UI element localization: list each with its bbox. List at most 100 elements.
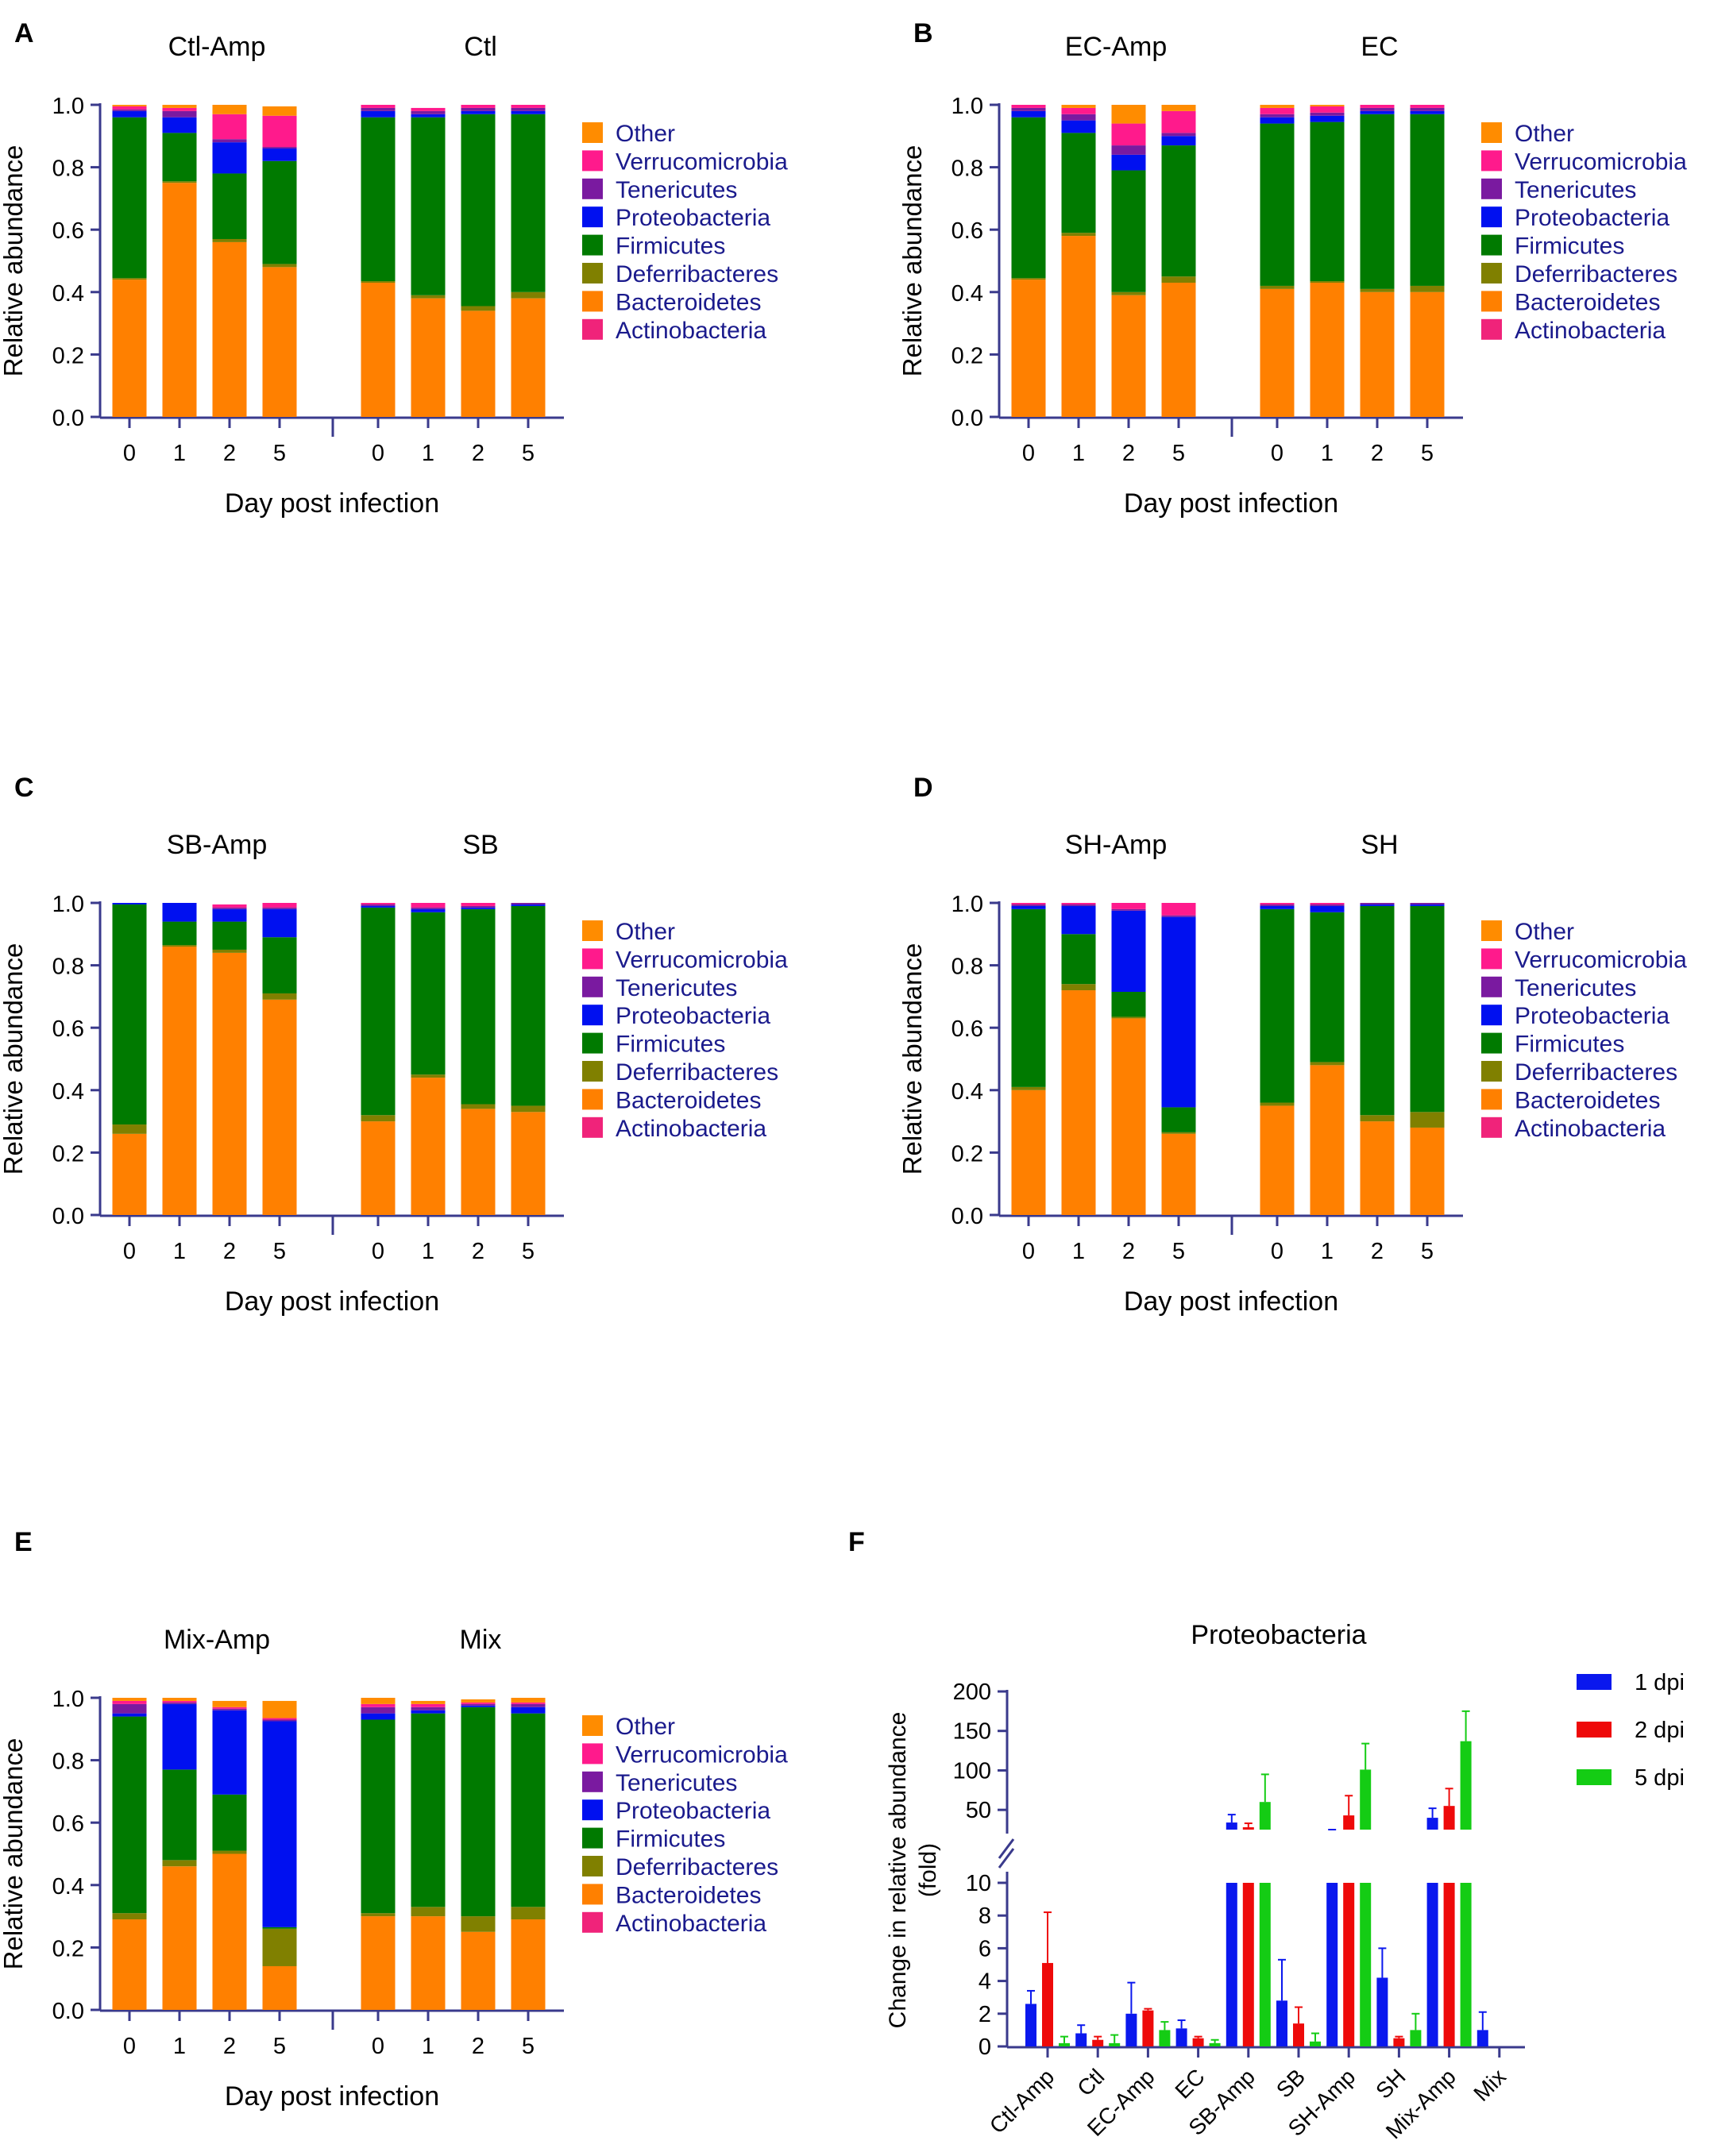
bar-segment-verrucomicrobia [461,105,496,108]
legend-swatch [582,1884,603,1905]
bar-segment-bacteroidetes [212,241,247,417]
bar-segment-firmicutes [461,114,496,307]
legend-swatch [1481,1089,1502,1110]
x-tick-label: 5 [522,2034,535,2059]
x-axis-label: Day post infection [1124,1286,1338,1317]
bar-segment-firmicutes [212,173,247,239]
bar-segment-proteobacteria [1360,904,1395,906]
legend-swatch [1481,1032,1502,1054]
legend-label: Verrucomicrobia [616,947,788,973]
legend-label: Actinobacteria [616,1116,766,1142]
bar-segment-other [1260,105,1295,108]
legend-label: Verrucomicrobia [616,1741,788,1768]
bar-segment-tenericutes [162,110,197,118]
bar-2-dpi [1042,1962,1053,2046]
bar-segment-proteobacteria [1011,905,1046,909]
bar-segment-verrucomicrobia [1011,903,1046,904]
bar-segment-bacteroidetes [212,952,247,1215]
legend-swatch [1481,206,1502,228]
legend-swatch [582,206,603,228]
bar-segment-proteobacteria [1161,916,1196,1108]
x-tick-label: 2 [472,2034,484,2059]
bar-segment-firmicutes [411,1713,446,1907]
bar-segment-proteobacteria [262,148,297,161]
y-tick-label: 0.6 [52,1016,84,1042]
bar-segment-verrucomicrobia [212,904,247,908]
bar-segment-deferribacteres [262,1928,297,1966]
bar-segment-firmicutes [1061,934,1096,985]
x-tick-label: 1 [173,441,186,466]
bar-segment-proteobacteria [1410,904,1445,906]
bar-segment-tenericutes [1111,908,1146,911]
x-tick-label: 2 [1122,1239,1135,1264]
bar-segment-deferribacteres [1161,276,1196,283]
bar-segment-verrucomicrobia [361,903,396,904]
legend-swatch [582,1089,603,1110]
bar-segment-firmicutes [1161,1107,1196,1132]
bar-segment-tenericutes [1011,904,1046,906]
bar-segment-proteobacteria [1260,117,1295,124]
bar-1-dpi [1175,2028,1187,2046]
x-tick-label: 5 [273,2034,286,2059]
bar-2-dpi [1142,2010,1154,2046]
bar-segment-deferribacteres [1360,1115,1395,1122]
bar-1-dpi [1376,1977,1388,2046]
y-tick-label: 0.2 [52,1936,84,1961]
legend-label: Firmicutes [616,233,725,260]
bar-segment-other [1061,105,1096,108]
bar-segment-bacteroidetes [411,1078,446,1215]
bar-segment-proteobacteria [262,908,297,938]
bar-segment-deferribacteres [1410,285,1445,292]
y-tick-label: 0.0 [952,406,983,431]
legend-swatch [582,1117,603,1138]
y-tick-label: 0.8 [52,156,84,182]
bar-segment-bacteroidetes [511,298,546,417]
y-tick-label: 0.0 [52,1204,84,1229]
bar-segment-firmicutes [361,1719,396,1914]
bar-1-dpi [1025,2004,1036,2046]
bar-segment-other [361,1698,396,1704]
bar-segment-firmicutes [1161,145,1196,277]
y-tick-label: 0.8 [952,955,983,980]
bar-segment-proteobacteria [461,110,496,114]
bar-segment-proteobacteria [511,904,546,906]
x-tick-label: 5 [1421,1239,1434,1264]
bar-segment-firmicutes [1111,992,1146,1017]
bar-1-dpi [1125,2013,1137,2046]
legend-label: Firmicutes [616,1032,725,1058]
bar-segment-tenericutes [461,1703,496,1706]
bar-segment-firmicutes [1310,121,1345,282]
x-tick-label: 2 [223,1239,236,1264]
bar-segment-proteobacteria [1410,110,1445,114]
bar-segment-deferribacteres [1410,1112,1445,1128]
legend-swatch [582,948,603,970]
bar-segment-other [212,1700,247,1707]
bar-segment-firmicutes [411,117,446,295]
bar-5-dpi [1059,2042,1070,2046]
legend-label: Proteobacteria [616,1798,770,1824]
legend-swatch [582,150,603,172]
bar-segment-bacteroidetes [262,999,297,1215]
bar-segment-proteobacteria [361,905,396,908]
x-tick-label: 0 [372,1239,384,1264]
bar-segment-deferribacteres [1360,288,1395,292]
legend-label: Tenericutes [1515,975,1636,1001]
bar-segment-verrucomicrobia [361,105,396,108]
legend-swatch [582,122,603,143]
bar-segment-firmicutes [162,921,197,946]
bar-segment-verrucomicrobia [411,903,446,908]
bar-segment-firmicutes [1260,908,1295,1103]
bar-5-dpi-upper [1360,1769,1372,1830]
bar-segment-verrucomicrobia [1310,903,1345,904]
group-title-right: Mix [460,1625,502,1655]
bar-segment-deferribacteres [411,1074,446,1078]
legend-swatch [582,1827,603,1849]
legend-swatch [582,318,603,340]
legend-label: Bacteroidetes [1515,289,1660,315]
y-tick-label: 100 [953,1758,991,1784]
x-tick-label: 1 [173,1239,186,1264]
x-tick-label: 0 [372,2034,384,2059]
bar-segment-tenericutes [361,904,396,906]
legend-swatch [1481,948,1502,970]
bar-segment-other [411,1700,446,1704]
